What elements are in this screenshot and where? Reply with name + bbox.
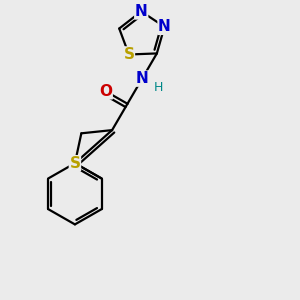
Text: N: N [136,71,148,86]
Text: S: S [123,47,134,62]
Text: S: S [69,156,80,171]
Text: N: N [158,19,171,34]
Text: H: H [154,81,163,94]
Text: O: O [99,84,112,99]
Text: N: N [135,4,148,19]
